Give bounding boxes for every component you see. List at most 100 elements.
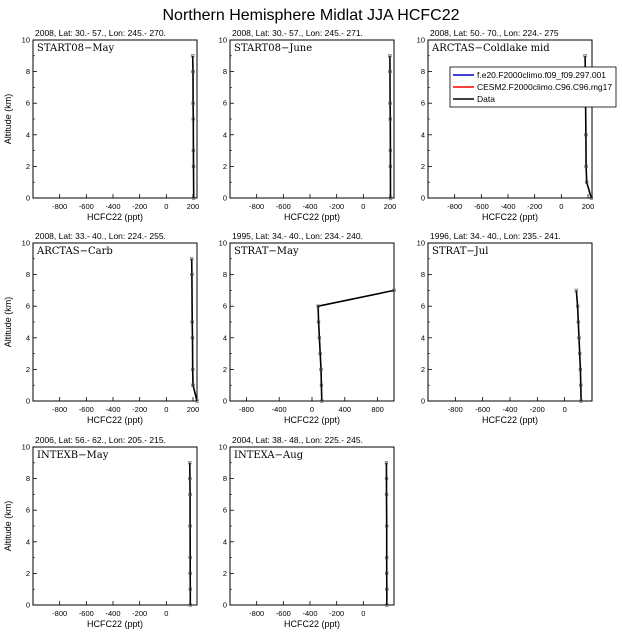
- panel-7: 2006, Lat: 56.- 62., Lon: 205.- 215. INTE…: [3, 435, 198, 629]
- y-tick-label: 0: [421, 397, 425, 406]
- y-tick-label: 10: [219, 443, 227, 452]
- panel-1: 2008, Lat: 30.- 57., Lon: 245.- 270. STAR…: [3, 28, 199, 222]
- data-point: [579, 383, 583, 387]
- x-tick-label: 0: [164, 405, 168, 414]
- data-point: [191, 117, 195, 121]
- data-point: [385, 603, 389, 607]
- data-point: [192, 196, 196, 200]
- panel-header: 1995, Lat: 34.- 40., Lon: 234.- 240.: [232, 231, 363, 241]
- x-tick-label: -800: [239, 405, 254, 414]
- series-line: [317, 289, 395, 402]
- campaign-label: START08−May: [37, 43, 115, 54]
- y-tick-label: 8: [26, 67, 30, 76]
- y-tick-label: 2: [26, 365, 30, 374]
- data-point: [578, 367, 582, 372]
- data-point: [584, 164, 588, 169]
- y-tick-label: 4: [223, 333, 227, 342]
- data-point: [388, 101, 392, 105]
- x-axis-label: HCFC22 (ppt): [87, 415, 143, 425]
- x-tick-label: -600: [475, 405, 490, 414]
- data-point: [589, 196, 593, 200]
- x-axis-label: HCFC22 (ppt): [284, 212, 340, 222]
- x-tick-label: -400: [105, 202, 120, 211]
- x-tick-label: -800: [52, 405, 67, 414]
- data-point: [385, 524, 389, 528]
- data-point: [388, 196, 393, 200]
- x-tick-label: -200: [132, 609, 147, 618]
- y-tick-label: 8: [223, 270, 227, 279]
- data-point: [195, 399, 199, 403]
- x-tick-label: -800: [249, 202, 264, 211]
- x-tick-label: -200: [530, 405, 545, 414]
- x-tick-label: -400: [500, 202, 515, 211]
- x-tick-label: -800: [52, 609, 67, 618]
- y-tick-label: 6: [421, 302, 425, 311]
- data-point: [191, 149, 196, 153]
- x-tick-label: 400: [339, 405, 352, 414]
- y-tick-label: 4: [26, 333, 30, 342]
- x-tick-label: -400: [302, 202, 317, 211]
- data-point: [388, 117, 392, 121]
- x-tick-label: -600: [79, 609, 94, 618]
- data-point: [385, 555, 389, 560]
- plot-frame: [32, 446, 198, 606]
- x-tick-label: 0: [164, 202, 168, 211]
- y-tick-label: 0: [26, 397, 30, 406]
- x-axis-label: HCFC22 (ppt): [87, 619, 143, 629]
- y-tick-label: 4: [26, 130, 30, 139]
- data-point: [388, 164, 393, 169]
- x-tick-label: -600: [79, 405, 94, 414]
- data-point: [191, 101, 195, 105]
- y-tick-label: 4: [421, 130, 425, 139]
- series-line: [575, 290, 582, 402]
- y-tick-label: 6: [223, 506, 227, 515]
- data-point: [191, 54, 195, 58]
- y-tick-label: 2: [421, 365, 425, 374]
- data-point: [577, 336, 581, 340]
- data-point: [385, 587, 389, 591]
- plot-frame: [427, 39, 593, 199]
- x-axis-label: HCFC22 (ppt): [284, 619, 340, 629]
- data-point: [190, 336, 195, 340]
- series-line: [189, 462, 192, 605]
- data-point: [576, 304, 580, 308]
- plot-frame: [229, 39, 395, 199]
- data-point: [384, 492, 389, 497]
- plot-frame: [427, 242, 593, 402]
- data-point: [574, 288, 578, 293]
- y-tick-label: 4: [26, 537, 30, 546]
- y-tick-label: 6: [223, 99, 227, 108]
- x-tick-label: -600: [276, 202, 291, 211]
- data-point: [191, 164, 196, 169]
- data-point: [190, 320, 194, 324]
- series-line: [389, 55, 392, 199]
- data-point: [388, 149, 393, 153]
- data-point: [316, 304, 320, 308]
- data-point: [188, 571, 192, 575]
- y-tick-label: 10: [22, 36, 30, 45]
- y-tick-label: 4: [223, 130, 227, 139]
- y-tick-label: 2: [223, 162, 227, 171]
- y-tick-label: 6: [223, 302, 227, 311]
- panel-header: 2008, Lat: 33.- 40., Lon: 224.- 255.: [35, 231, 166, 241]
- y-tick-label: 2: [421, 162, 425, 171]
- y-tick-label: 10: [22, 443, 30, 452]
- data-point: [317, 336, 321, 340]
- x-axis-label: HCFC22 (ppt): [482, 212, 538, 222]
- data-point: [188, 603, 192, 607]
- legend-label: Data: [477, 94, 495, 104]
- y-tick-label: 10: [219, 239, 227, 248]
- y-tick-label: 8: [421, 67, 425, 76]
- panel-8: 2004, Lat: 38.- 48., Lon: 225.- 245. INTE…: [219, 435, 395, 629]
- data-point: [585, 180, 589, 184]
- x-axis-label: HCFC22 (ppt): [482, 415, 538, 425]
- y-tick-label: 6: [421, 99, 425, 108]
- y-tick-label: 10: [219, 36, 227, 45]
- figure-title: Northern Hemisphere Midlat JJA HCFC22: [163, 7, 460, 24]
- campaign-label: INTEXB−May: [37, 450, 109, 461]
- x-tick-label: -200: [329, 202, 344, 211]
- y-tick-label: 6: [26, 506, 30, 515]
- data-point: [191, 383, 195, 387]
- data-point: [188, 587, 192, 591]
